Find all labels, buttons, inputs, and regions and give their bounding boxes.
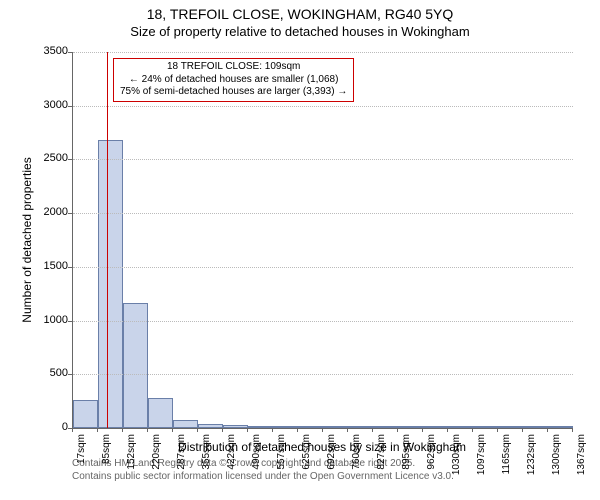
- xtick-mark: [197, 428, 198, 432]
- ytick-mark: [68, 267, 72, 268]
- xtick-label: 17sqm: [76, 434, 87, 484]
- xtick-mark: [172, 428, 173, 432]
- chart-title-line2: Size of property relative to detached ho…: [0, 24, 600, 39]
- chart-container: 18, TREFOIL CLOSE, WOKINGHAM, RG40 5YQ S…: [0, 0, 600, 500]
- ytick-mark: [68, 374, 72, 375]
- xtick-mark: [122, 428, 123, 432]
- xtick-label: 355sqm: [201, 434, 212, 484]
- xtick-label: 490sqm: [251, 434, 262, 484]
- annotation-line-3: 75% of semi-detached houses are larger (…: [120, 86, 347, 99]
- xtick-label: 895sqm: [401, 434, 412, 484]
- xtick-label: 625sqm: [301, 434, 312, 484]
- xtick-mark: [422, 428, 423, 432]
- xtick-label: 760sqm: [351, 434, 362, 484]
- gridline: [73, 106, 573, 107]
- xtick-label: 1165sqm: [501, 434, 512, 484]
- xtick-mark: [72, 428, 73, 432]
- ytick-label: 0: [28, 421, 68, 433]
- xtick-label: 827sqm: [376, 434, 387, 484]
- xtick-label: 152sqm: [126, 434, 137, 484]
- histogram-bar: [548, 426, 573, 428]
- xtick-mark: [447, 428, 448, 432]
- gridline: [73, 321, 573, 322]
- ytick-label: 500: [28, 367, 68, 379]
- xtick-mark: [272, 428, 273, 432]
- xtick-mark: [222, 428, 223, 432]
- marker-annotation: 18 TREFOIL CLOSE: 109sqm ← 24% of detach…: [113, 58, 354, 102]
- ytick-mark: [68, 52, 72, 53]
- ytick-label: 2500: [28, 152, 68, 164]
- gridline: [73, 374, 573, 375]
- histogram-bar: [523, 426, 548, 428]
- xtick-label: 1097sqm: [476, 434, 487, 484]
- annotation-line-2: ← 24% of detached houses are smaller (1,…: [120, 74, 347, 87]
- histogram-bar: [98, 140, 123, 428]
- ytick-label: 1500: [28, 260, 68, 272]
- xtick-mark: [247, 428, 248, 432]
- histogram-bar: [323, 426, 348, 428]
- histogram-bar: [423, 426, 448, 428]
- xtick-mark: [372, 428, 373, 432]
- annotation-line-1: 18 TREFOIL CLOSE: 109sqm: [120, 61, 347, 74]
- ytick-mark: [68, 159, 72, 160]
- marker-line: [107, 52, 108, 428]
- ytick-label: 3000: [28, 99, 68, 111]
- histogram-bar: [73, 400, 98, 428]
- xtick-label: 962sqm: [426, 434, 437, 484]
- xtick-label: 1300sqm: [551, 434, 562, 484]
- xtick-mark: [147, 428, 148, 432]
- xtick-label: 1030sqm: [451, 434, 462, 484]
- xtick-mark: [497, 428, 498, 432]
- xtick-label: 1232sqm: [526, 434, 537, 484]
- xtick-label: 422sqm: [226, 434, 237, 484]
- plot-area: 18 TREFOIL CLOSE: 109sqm ← 24% of detach…: [72, 52, 573, 429]
- xtick-label: 692sqm: [326, 434, 337, 484]
- histogram-bar: [473, 426, 498, 428]
- ytick-mark: [68, 106, 72, 107]
- gridline: [73, 159, 573, 160]
- xtick-mark: [97, 428, 98, 432]
- xtick-mark: [547, 428, 548, 432]
- xtick-label: 557sqm: [276, 434, 287, 484]
- histogram-bar: [198, 424, 223, 428]
- gridline: [73, 52, 573, 53]
- ytick-label: 2000: [28, 206, 68, 218]
- histogram-bar: [148, 398, 173, 428]
- xtick-mark: [572, 428, 573, 432]
- xtick-mark: [472, 428, 473, 432]
- histogram-bar: [448, 426, 473, 428]
- chart-title-line1: 18, TREFOIL CLOSE, WOKINGHAM, RG40 5YQ: [0, 6, 600, 22]
- histogram-bar: [248, 426, 273, 428]
- xtick-label: 220sqm: [151, 434, 162, 484]
- histogram-bar: [123, 303, 148, 428]
- histogram-bar: [348, 426, 373, 428]
- ytick-mark: [68, 213, 72, 214]
- x-axis-label: Distribution of detached houses by size …: [72, 440, 572, 454]
- histogram-bar: [373, 426, 398, 428]
- histogram-bar: [498, 426, 523, 428]
- histogram-bar: [273, 426, 298, 428]
- xtick-label: 287sqm: [176, 434, 187, 484]
- xtick-label: 85sqm: [101, 434, 112, 484]
- histogram-bar: [398, 426, 423, 428]
- xtick-label: 1367sqm: [576, 434, 587, 484]
- histogram-bar: [298, 426, 323, 428]
- xtick-mark: [397, 428, 398, 432]
- xtick-mark: [322, 428, 323, 432]
- y-axis-label: Number of detached properties: [20, 157, 34, 322]
- ytick-mark: [68, 321, 72, 322]
- histogram-bar: [173, 420, 198, 428]
- ytick-label: 3500: [28, 45, 68, 57]
- gridline: [73, 213, 573, 214]
- xtick-mark: [522, 428, 523, 432]
- ytick-label: 1000: [28, 314, 68, 326]
- xtick-mark: [347, 428, 348, 432]
- gridline: [73, 267, 573, 268]
- histogram-bar: [223, 425, 248, 428]
- xtick-mark: [297, 428, 298, 432]
